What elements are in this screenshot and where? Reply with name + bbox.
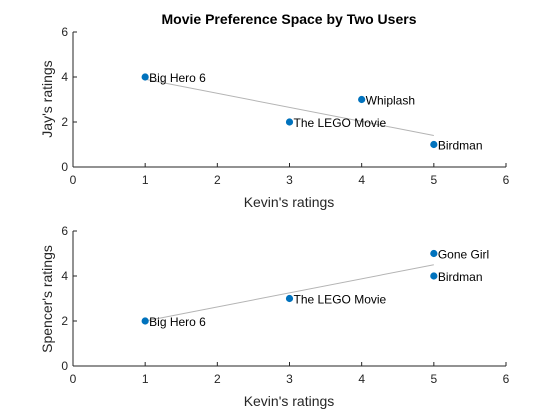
y-tick-label: 6 <box>61 25 68 39</box>
point-label: Big Hero 6 <box>149 315 206 329</box>
scatter-panel-jay: Kevin's ratings Jay's ratings 0 1 2 3 4 5 6 0 2 4… <box>39 25 510 210</box>
x-tick-label: 2 <box>214 173 221 187</box>
y-tick-label: 0 <box>61 359 68 373</box>
y-tick-label: 6 <box>61 224 68 238</box>
data-point <box>430 272 438 280</box>
data-point <box>141 73 149 81</box>
x-tick-label: 4 <box>358 372 365 386</box>
x-tick-label: 6 <box>503 372 510 386</box>
data-point <box>430 140 438 149</box>
x-axis-label: Kevin's ratings <box>244 393 335 409</box>
data-point <box>141 317 149 325</box>
x-tick-label: 0 <box>70 372 77 386</box>
x-tick-label: 2 <box>214 372 221 386</box>
point-label: The LEGO Movie <box>294 116 387 130</box>
y-tick-label: 2 <box>61 314 68 328</box>
data-point <box>358 95 366 104</box>
fit-line <box>145 264 434 322</box>
x-tick-label: 1 <box>142 372 149 386</box>
y-axis-label: Spencer's ratings <box>39 245 55 353</box>
y-tick-label: 4 <box>61 269 68 283</box>
point-label: Birdman <box>438 139 483 153</box>
fit-line <box>145 78 434 136</box>
x-tick-label: 5 <box>430 173 437 187</box>
y-tick-label: 2 <box>61 115 68 129</box>
point-label: Gone Girl <box>438 248 489 262</box>
x-tick-label: 3 <box>286 372 293 386</box>
data-point <box>430 249 438 258</box>
x-tick-label: 5 <box>430 372 437 386</box>
scatter-panel-spencer: Kevin's ratings Spencer's ratings 0 1 2 3 4 5… <box>39 224 510 409</box>
y-axis-label: Jay's ratings <box>39 60 55 137</box>
point-label: Whiplash <box>366 94 415 108</box>
chart-title: Movie Preference Space by Two Users <box>162 11 417 27</box>
data-point <box>285 294 294 303</box>
x-tick-label: 6 <box>503 173 510 187</box>
x-tick-label: 3 <box>286 173 293 187</box>
point-label: Big Hero 6 <box>149 71 206 85</box>
x-axis-label: Kevin's ratings <box>244 194 335 210</box>
x-tick-label: 0 <box>70 173 77 187</box>
y-tick-label: 0 <box>61 160 68 174</box>
data-point <box>285 118 294 126</box>
x-tick-label: 1 <box>142 173 149 187</box>
point-label: The LEGO Movie <box>294 293 387 307</box>
point-label: Birdman <box>438 270 483 284</box>
y-tick-label: 4 <box>61 70 68 84</box>
x-tick-label: 4 <box>358 173 365 187</box>
